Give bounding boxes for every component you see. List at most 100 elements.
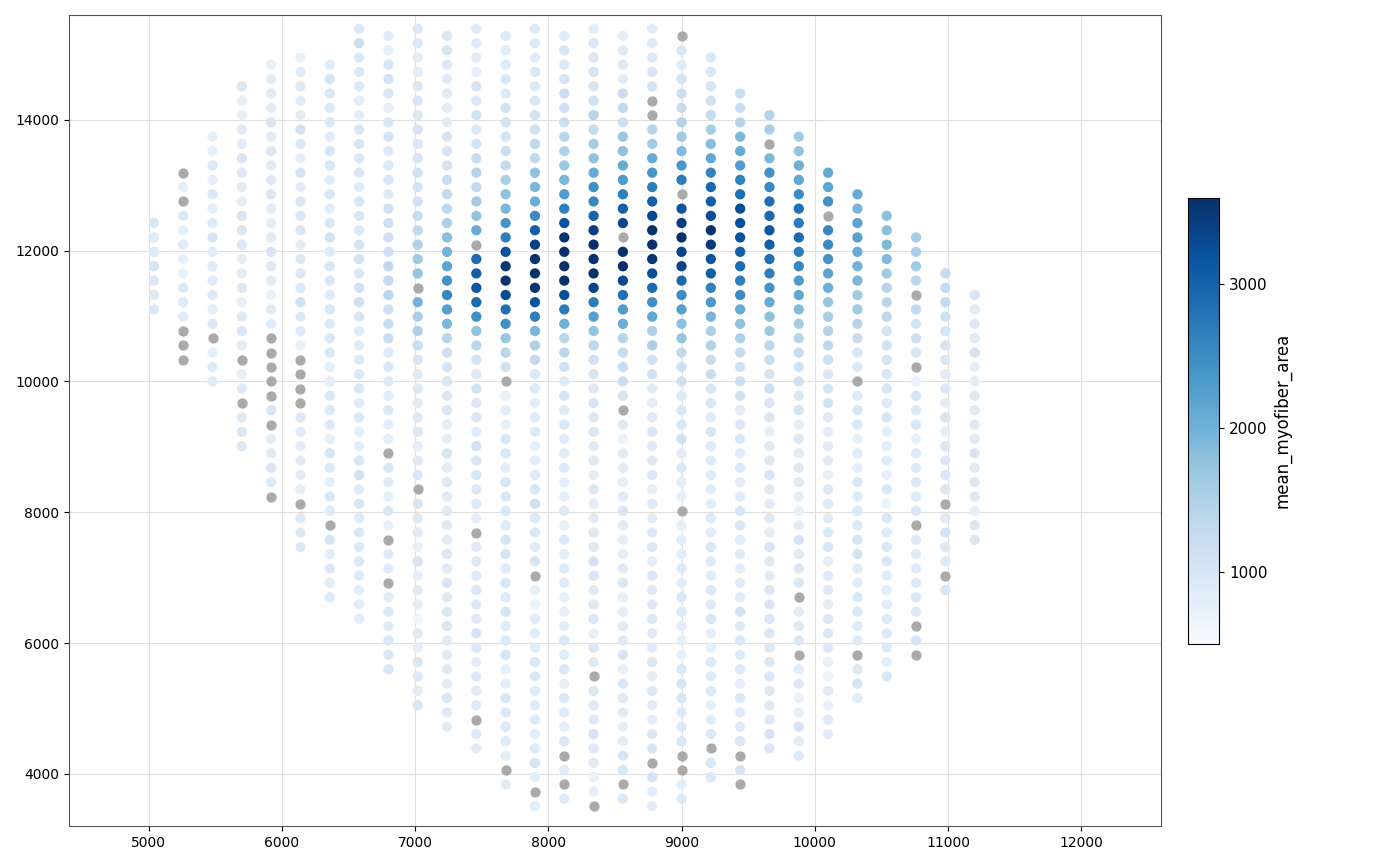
Point — [465, 266, 487, 280]
Point — [729, 403, 752, 417]
Point — [582, 166, 605, 180]
Point — [934, 468, 956, 482]
Point — [904, 231, 927, 245]
Point — [729, 288, 752, 302]
Point — [671, 273, 693, 287]
Point — [290, 65, 312, 79]
Point — [904, 591, 927, 605]
Point — [465, 511, 487, 525]
Point — [319, 158, 342, 172]
Point — [671, 86, 693, 100]
Point — [377, 548, 399, 561]
Point — [788, 605, 811, 618]
Point — [641, 526, 664, 540]
Point — [377, 115, 399, 129]
Point — [788, 734, 811, 748]
Point — [231, 209, 253, 223]
Point — [494, 676, 517, 690]
Point — [347, 368, 370, 381]
Point — [788, 676, 811, 690]
Point — [904, 389, 927, 403]
Point — [465, 151, 487, 165]
Point — [435, 58, 458, 72]
Point — [406, 238, 428, 252]
Point — [759, 569, 781, 583]
Point — [700, 698, 722, 712]
Point — [172, 195, 195, 208]
Point — [934, 338, 956, 352]
Point — [524, 108, 546, 122]
Point — [759, 281, 781, 295]
Point — [553, 432, 575, 445]
Point — [172, 180, 195, 194]
Point — [612, 115, 634, 129]
Point — [700, 727, 722, 741]
Point — [524, 80, 546, 93]
Point — [231, 381, 253, 395]
Point — [582, 137, 605, 151]
Point — [377, 591, 399, 605]
Point — [759, 641, 781, 655]
Point — [612, 331, 634, 345]
Point — [846, 533, 868, 547]
Point — [231, 180, 253, 194]
Point — [494, 561, 517, 575]
Point — [290, 93, 312, 107]
Point — [319, 360, 342, 374]
Point — [729, 446, 752, 460]
Point — [143, 216, 165, 230]
Point — [435, 619, 458, 633]
Point — [377, 331, 399, 345]
Point — [934, 266, 956, 280]
Point — [406, 511, 428, 525]
Point — [641, 598, 664, 612]
Point — [582, 626, 605, 640]
Point — [671, 231, 693, 245]
Point — [524, 698, 546, 712]
Point — [671, 101, 693, 115]
Point — [700, 511, 722, 525]
Point — [347, 511, 370, 525]
Point — [582, 554, 605, 568]
Point — [846, 346, 868, 360]
Point — [963, 303, 986, 317]
Point — [816, 641, 839, 655]
Point — [641, 626, 664, 640]
Point — [671, 548, 693, 561]
Point — [700, 151, 722, 165]
Point — [494, 591, 517, 605]
Point — [612, 533, 634, 547]
Point — [231, 425, 253, 439]
Point — [202, 260, 224, 273]
Point — [934, 353, 956, 367]
Point — [700, 281, 722, 295]
Point — [641, 295, 664, 309]
Point — [759, 698, 781, 712]
Point — [846, 260, 868, 273]
Point — [641, 324, 664, 338]
Point — [729, 576, 752, 590]
Point — [406, 209, 428, 223]
Point — [260, 130, 283, 144]
Point — [465, 381, 487, 395]
Point — [524, 641, 546, 655]
Point — [846, 691, 868, 705]
Point — [494, 144, 517, 158]
Point — [729, 273, 752, 287]
Point — [494, 461, 517, 475]
Point — [347, 310, 370, 324]
Point — [494, 346, 517, 360]
Point — [788, 303, 811, 317]
Point — [788, 504, 811, 518]
Point — [641, 655, 664, 669]
Point — [231, 137, 253, 151]
Point — [641, 799, 664, 813]
Point — [260, 72, 283, 86]
Point — [816, 554, 839, 568]
Point — [231, 338, 253, 352]
Point — [729, 548, 752, 561]
Point — [759, 727, 781, 741]
Point — [347, 324, 370, 338]
Point — [671, 418, 693, 432]
Point — [290, 468, 312, 482]
